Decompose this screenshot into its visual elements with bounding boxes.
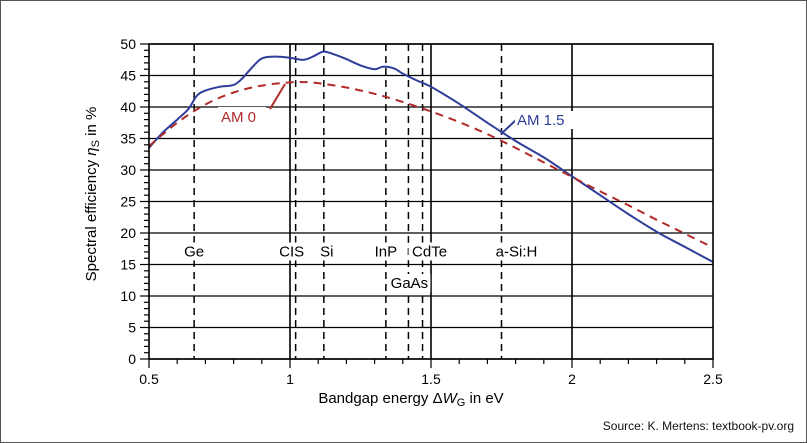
- x-tick-label: 0.5: [139, 371, 159, 387]
- material-label: CdTe: [412, 244, 447, 261]
- material-label-bg: [314, 242, 339, 261]
- am0-label: AM 0: [221, 109, 256, 126]
- x-axis-label-sub: G: [457, 397, 466, 409]
- source-credit: Source: K. Mertens: textbook-pv.org: [602, 419, 794, 433]
- x-axis-label-suffix: in eV: [465, 390, 503, 407]
- am15-label-bg: [515, 111, 573, 129]
- material-label-bg: [182, 242, 207, 261]
- x-tick-label: 1.5: [421, 371, 441, 387]
- material-label: InP: [375, 244, 398, 261]
- y-tick-label: 40: [120, 99, 136, 115]
- material-label-bg: [388, 274, 431, 292]
- y-tick-label: 30: [120, 162, 136, 178]
- series-lines: [148, 50, 714, 263]
- material-label: CIS: [279, 244, 304, 261]
- y-axis-label: Spectral efficiency ηS in %: [83, 107, 102, 282]
- y-tick-label: 10: [120, 288, 136, 304]
- am15-label: AM 1.5: [517, 112, 565, 129]
- y-axis-label-var: η: [83, 147, 100, 155]
- material-label: a-Si:H: [496, 244, 538, 261]
- material-label-bg: [486, 242, 547, 261]
- x-tick-label: 2: [568, 371, 576, 387]
- y-axis-label-sub: S: [90, 140, 102, 147]
- y-tick-label: 5: [128, 320, 136, 336]
- material-label-bg: [408, 242, 451, 261]
- x-tick-label: 1: [286, 371, 294, 387]
- x-axis-label-prefix: Bandgap energy Δ: [318, 390, 442, 407]
- material-label: Si: [320, 244, 333, 261]
- y-tick-label: 35: [120, 131, 136, 147]
- material-label: Ge: [184, 244, 204, 261]
- material-label: GaAs: [391, 275, 429, 292]
- y-tick-label: 50: [120, 36, 136, 52]
- series-line-am-0: [148, 81, 714, 249]
- grid-lines: [149, 43, 713, 360]
- y-tick-label: 0: [128, 351, 136, 367]
- y-tick-label: 15: [120, 257, 136, 273]
- y-tick-label: 45: [120, 68, 136, 84]
- x-axis-label-var: W: [443, 390, 459, 407]
- series-line-am-1-5: [148, 50, 714, 263]
- am0-label-bg: [218, 107, 266, 125]
- y-axis-label-prefix: Spectral efficiency: [83, 156, 100, 282]
- am0-leader-line: [269, 83, 286, 110]
- am15-leader-line: [500, 119, 517, 135]
- y-axis-label-suffix: in %: [83, 107, 100, 140]
- material-label-bg: [369, 242, 403, 261]
- y-tick-label: 25: [120, 194, 136, 210]
- material-label-bg: [275, 242, 309, 261]
- y-tick-label: 20: [120, 225, 136, 241]
- material-lines: Ge CIS Si InP GaAs CdTe a-Si:H: [182, 44, 547, 359]
- labels: Bandgap energy ΔWG in eV Spectral effici…: [83, 83, 573, 409]
- axes: 0 5 10 15 20 25 30 35 40 45 50 0.5 1 1.5 2 2.5: [120, 36, 723, 387]
- x-tick-label: 2.5: [703, 371, 723, 387]
- x-axis-label: Bandgap energy ΔWG in eV: [318, 390, 503, 409]
